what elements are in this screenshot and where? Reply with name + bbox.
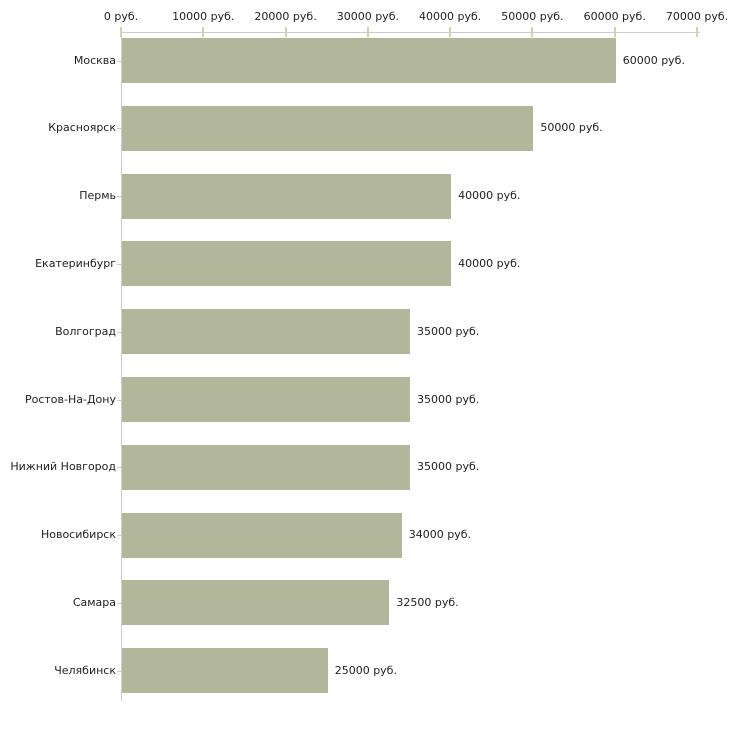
bar	[122, 377, 410, 422]
x-axis-tick	[284, 27, 287, 37]
bar	[122, 444, 410, 490]
bar	[122, 105, 534, 151]
x-axis-tick	[449, 27, 452, 37]
bar-value-label: 32500 руб.	[396, 595, 459, 609]
category-tick	[117, 331, 124, 333]
bar	[122, 173, 452, 219]
x-axis-tick	[613, 27, 616, 37]
x-axis-tick-label: 30000 руб.	[336, 10, 399, 23]
bar	[122, 580, 390, 626]
x-axis-tick	[531, 27, 534, 37]
category-label: Волгоград	[55, 324, 116, 338]
x-axis-tick	[366, 27, 369, 37]
bar	[122, 38, 616, 83]
bar-value-label: 25000 руб.	[334, 663, 397, 677]
category-label: Новосибирск	[40, 528, 116, 542]
bar-value-label: 35000 руб.	[417, 324, 480, 338]
x-axis-line	[121, 32, 700, 33]
category-tick	[117, 60, 124, 62]
bar-value-label: 40000 руб.	[458, 256, 521, 270]
bar-value-label: 35000 руб.	[417, 392, 480, 406]
category-tick	[117, 535, 124, 537]
category-label: Челябинск	[54, 663, 116, 677]
category-tick	[117, 399, 124, 401]
category-label: Нижний Новгород	[10, 460, 116, 474]
bar-value-label: 60000 руб.	[622, 53, 685, 67]
category-label: Красноярск	[48, 121, 116, 135]
x-axis-tick	[120, 27, 122, 37]
category-label: Ростов-На-Дону	[24, 392, 116, 406]
category-tick	[117, 263, 124, 265]
category-tick	[117, 602, 124, 604]
x-axis-tick-label: 60000 руб.	[583, 10, 646, 23]
bar	[122, 648, 328, 694]
bar-value-label: 40000 руб.	[458, 189, 521, 203]
x-axis-tick-label: 70000 руб.	[665, 10, 729, 23]
category-tick	[117, 467, 124, 469]
x-axis-tick-label: 10000 руб.	[172, 10, 235, 23]
x-axis-tick-label: 0 руб.	[103, 10, 139, 23]
category-label: Москва	[73, 53, 116, 67]
bar	[122, 241, 452, 287]
x-axis-tick-label: 20000 руб.	[254, 10, 317, 23]
bar-value-label: 50000 руб.	[540, 121, 603, 135]
category-label: Екатеринбург	[35, 256, 116, 270]
y-axis-line	[121, 32, 122, 701]
x-axis-tick	[696, 27, 698, 37]
category-tick	[117, 670, 124, 672]
bar-value-label: 34000 руб.	[408, 528, 472, 542]
x-axis-tick-label: 50000 руб.	[501, 10, 564, 23]
category-tick	[117, 128, 124, 130]
category-label: Пермь	[79, 189, 116, 203]
bar	[122, 512, 402, 558]
category-tick	[117, 196, 124, 198]
bar	[122, 309, 410, 355]
bar-value-label: 35000 руб.	[417, 460, 480, 474]
x-axis-tick	[202, 27, 205, 37]
category-label: Самара	[72, 595, 116, 609]
x-axis-tick-label: 40000 руб.	[419, 10, 482, 23]
